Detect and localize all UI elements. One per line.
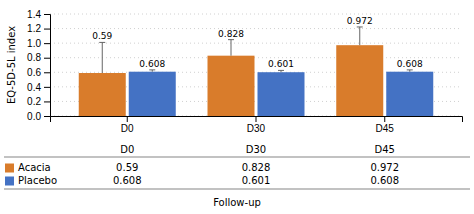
- bar: [208, 56, 255, 116]
- data-label: 0.601: [268, 59, 294, 69]
- tick-label: 1.2: [27, 23, 41, 34]
- series: [79, 27, 384, 116]
- y-tick: 1.4: [27, 9, 50, 20]
- y-tick: 1.2: [27, 23, 50, 34]
- data-label: 0.608: [139, 59, 165, 69]
- table-header: D0: [120, 144, 134, 155]
- bar: [79, 73, 126, 116]
- bar: [336, 45, 383, 116]
- chart: 0.0 0.2 0.4 0.6 0.8 1.0 1.2 1.4 D0 D30 D45 0.59 0.82…: [0, 0, 474, 214]
- legend-swatch: [5, 177, 14, 186]
- marks: [79, 27, 434, 116]
- table-rule: [4, 157, 470, 158]
- bar: [129, 72, 176, 116]
- y-axis-title: EQ-5D-5L index: [6, 26, 17, 104]
- bar: [258, 72, 305, 116]
- x-tick: D45: [376, 116, 395, 134]
- y-tick: 0.4: [27, 82, 50, 93]
- axis-domain: [51, 117, 463, 123]
- tick-label: 1.0: [27, 38, 41, 49]
- x-axis-title: Follow-up: [213, 197, 261, 208]
- y-tick: 0.6: [27, 67, 50, 78]
- table-value: 0.608: [113, 175, 142, 186]
- error-cap: [228, 39, 234, 40]
- tick-label: D0: [121, 123, 134, 134]
- tick-mark: [44, 29, 50, 30]
- series: [129, 70, 434, 116]
- data-label: 0.972: [347, 16, 373, 26]
- y-axis: 0.0 0.2 0.4 0.6 0.8 1.0 1.2 1.4: [27, 9, 50, 122]
- table-value: 0.608: [370, 175, 399, 186]
- y-tick: 0.2: [27, 96, 50, 107]
- data-label: 0.828: [218, 29, 244, 39]
- tick-mark: [44, 87, 50, 88]
- y-tick: 0.0: [27, 111, 50, 122]
- tick-mark: [256, 116, 257, 122]
- table-rule: [4, 189, 470, 190]
- tick-label: 0.8: [27, 52, 41, 63]
- bar: [386, 72, 433, 116]
- axis-domain: [44, 15, 51, 117]
- tick-mark: [44, 58, 50, 59]
- error-bar: [102, 42, 103, 73]
- tick-mark: [384, 116, 385, 122]
- grid-line: [50, 43, 462, 44]
- grid-line: [50, 28, 462, 29]
- data-label: 0.608: [397, 59, 423, 69]
- grid-line: [50, 14, 462, 15]
- table-header: D30: [246, 144, 266, 155]
- x-tick: D0: [121, 116, 134, 134]
- legend-table: D0 D30 D45 Acacia 0.59 0.828 0.972 Placebo 0.608…: [4, 144, 470, 189]
- tick-mark: [44, 116, 50, 117]
- error-cap: [149, 69, 155, 70]
- tick-mark: [44, 72, 50, 73]
- tick-label: 1.4: [27, 9, 41, 20]
- tick-label: 0.2: [27, 96, 41, 107]
- legend-label: Acacia: [18, 162, 51, 173]
- error-bar: [359, 27, 360, 45]
- table-value: 0.972: [370, 162, 399, 173]
- tick-label: D45: [376, 123, 395, 134]
- x-axis: D0 D30 D45: [51, 116, 463, 134]
- error-cap: [278, 70, 284, 71]
- table-header: D45: [375, 144, 395, 155]
- error-cap: [99, 42, 105, 43]
- tick-mark: [127, 116, 128, 122]
- tick-label: 0.4: [27, 82, 41, 93]
- table-value: 0.601: [242, 175, 271, 186]
- legend-swatch: [5, 164, 14, 173]
- error-cap: [357, 26, 363, 27]
- y-tick: 1.0: [27, 38, 50, 49]
- data-label: 0.59: [92, 31, 112, 41]
- grid: [50, 14, 462, 116]
- tick-mark: [44, 101, 50, 102]
- error-bar: [231, 40, 232, 56]
- legend-label: Placebo: [18, 175, 57, 186]
- tick-label: 0.0: [27, 111, 41, 122]
- table-value: 0.828: [242, 162, 271, 173]
- tick-label: 0.6: [27, 67, 41, 78]
- y-tick: 0.8: [27, 52, 50, 63]
- tick-mark: [44, 43, 50, 44]
- x-tick: D30: [247, 116, 266, 134]
- data-labels: 0.59 0.828 0.972 0.608 0.601 0.608: [92, 16, 423, 69]
- tick-mark: [44, 14, 50, 15]
- table-value: 0.59: [116, 162, 138, 173]
- error-cap: [407, 69, 413, 70]
- plot: 0.0 0.2 0.4 0.6 0.8 1.0 1.2 1.4 D0 D30 D45 0.59 0.82…: [27, 9, 462, 134]
- tick-label: D30: [247, 123, 266, 134]
